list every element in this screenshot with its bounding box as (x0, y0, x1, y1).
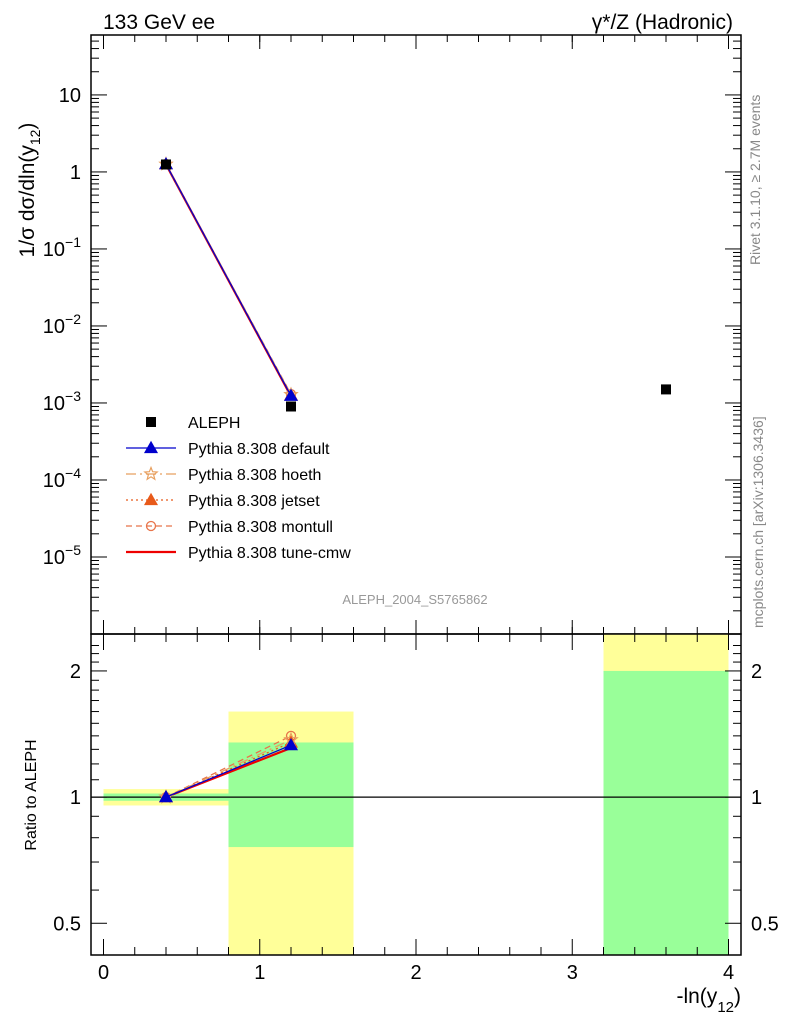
mcplots-credit-label: mcplots.cern.ch [arXiv:1306.3436] (750, 416, 766, 628)
y-tick-label: 10−4 (43, 465, 81, 492)
main-data-point (286, 401, 296, 412)
ratio-y-tick-label-right: 1 (751, 787, 762, 809)
legend-marker-data (146, 417, 156, 427)
x-axis-label: -ln(y12) (676, 985, 741, 1016)
y-tick-label: 1 (70, 162, 81, 184)
ratio-default-point (283, 737, 299, 751)
legend-item-tune_cmw: Pythia 8.308 tune-cmw (126, 545, 351, 562)
y-tick-label: 10−3 (43, 388, 81, 415)
legend-item-default: Pythia 8.308 default (126, 440, 330, 458)
ratio-y-axis-label: Ratio to ALEPH (23, 739, 40, 850)
uncertainty-band-inner (603, 670, 729, 955)
legend-label-default: Pythia 8.308 default (188, 441, 330, 458)
ratio-default-point (158, 789, 174, 803)
legend-item-jetset: Pythia 8.308 jetset (126, 492, 320, 510)
main-panel: 10 1 10−1 10−2 10−3 10−4 10−5 1/σ dσ/dln(y12) (16, 34, 742, 635)
main-default-line (165, 163, 292, 397)
y-tick-label: 10 (59, 85, 81, 107)
x-tick-label: 2 (410, 962, 421, 984)
uncertainty-band-inner (228, 742, 354, 848)
legend-marker-montull (145, 520, 157, 532)
rivet-version-label: Rivet 3.1.10, ≥ 2.7M events (747, 95, 763, 265)
ratio-y-tick-label-right: 2 (751, 661, 762, 683)
analysis-id-watermark: ALEPH_2004_S5765862 (342, 592, 487, 607)
x-tick-label: 1 (254, 962, 265, 984)
y-axis-label: 1/σ dσ/dln(y12) (16, 123, 43, 258)
y-tick-label: 10−5 (43, 542, 81, 569)
legend-marker-default (143, 440, 159, 454)
x-tick-label: 3 (567, 962, 578, 984)
legend-item-hoeth: Pythia 8.308 hoeth (126, 465, 321, 484)
legend-label-hoeth: Pythia 8.308 hoeth (188, 467, 321, 484)
main-data-point (161, 159, 171, 170)
ratio-y-tick-label-left: 0.5 (53, 913, 81, 935)
legend-label-montull: Pythia 8.308 montull (188, 519, 333, 536)
ratio-panel: 0.5 0.5 1 1 2 2 0 1 2 3 4 Ratio to ALEPH -ln(y12) (23, 633, 779, 1016)
legend: ALEPH Pythia 8.308 default Pythia 8.308 ho… (126, 415, 351, 562)
legend-label-data: ALEPH (188, 415, 240, 432)
ratio-y-tick-label-right: 0.5 (751, 913, 779, 935)
ratio-y-tick-label-left: 1 (70, 787, 81, 809)
legend-marker-jetset (143, 492, 159, 506)
y-tick-label: 10−1 (43, 234, 81, 261)
legend-item-montull: Pythia 8.308 montull (126, 519, 333, 536)
legend-marker-hoeth (143, 465, 159, 481)
legend-item-data: ALEPH (146, 415, 240, 432)
header-channel-label: γ*/Z (Hadronic) (592, 11, 733, 34)
x-tick-label: 0 (98, 962, 109, 984)
legend-label-jetset: Pythia 8.308 jetset (188, 493, 320, 510)
y-tick-label: 10−2 (43, 311, 81, 338)
ratio-y-tick-label-left: 2 (70, 661, 81, 683)
x-tick-label: 4 (723, 962, 734, 984)
legend-label-tune_cmw: Pythia 8.308 tune-cmw (188, 545, 351, 562)
ratio-default-line (165, 744, 292, 798)
main-data-point (661, 384, 671, 395)
header-process-label: 133 GeV ee (103, 11, 215, 34)
ratio-hoeth-line (165, 739, 292, 798)
main-default-point (283, 388, 299, 401)
